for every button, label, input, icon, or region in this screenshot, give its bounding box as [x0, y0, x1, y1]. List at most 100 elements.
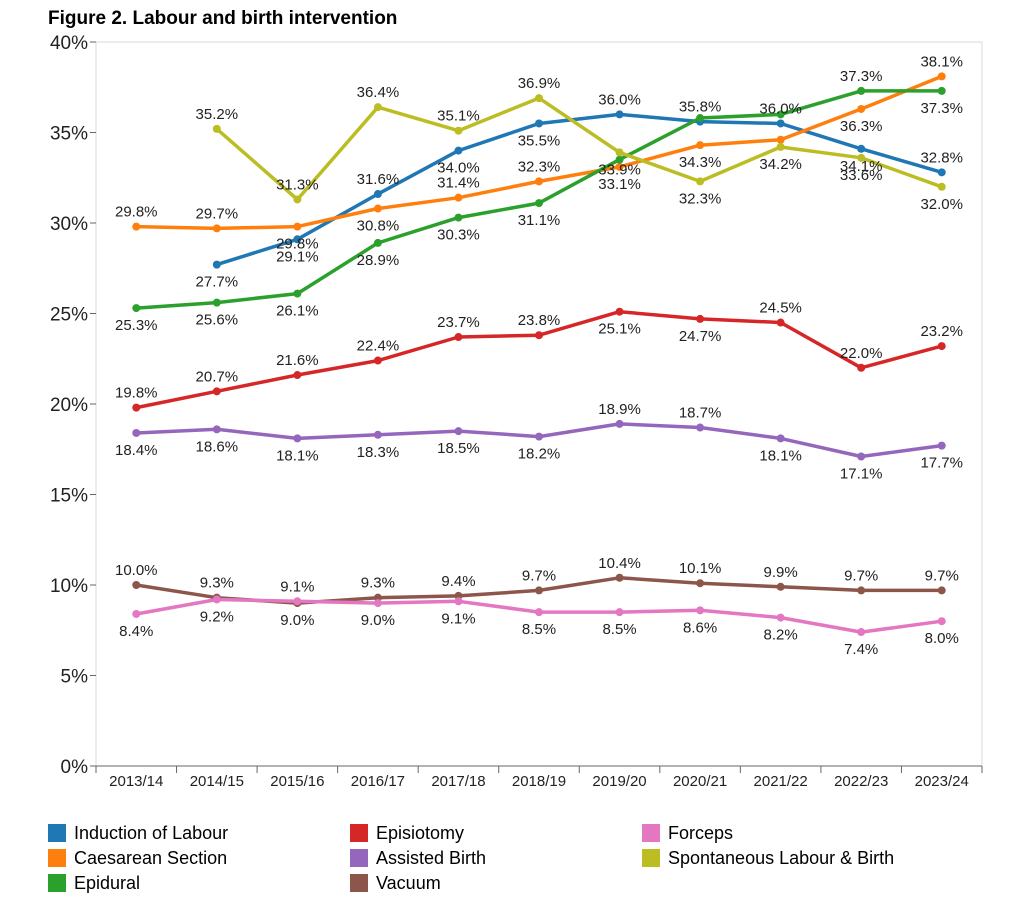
data-point: [535, 177, 543, 186]
legend-item: Caesarean Section: [48, 847, 227, 869]
data-point: [937, 586, 946, 595]
data-label: 36.4%: [357, 84, 400, 101]
data-label: 9.4%: [441, 573, 475, 590]
data-label: 31.4%: [437, 175, 480, 192]
data-label: 32.3%: [679, 190, 722, 207]
data-point: [615, 307, 624, 316]
data-label: 9.0%: [280, 612, 314, 629]
data-label: 8.0%: [925, 630, 959, 647]
data-label: 18.9%: [598, 401, 641, 418]
legend-label: Episiotomy: [376, 822, 465, 843]
data-point: [454, 126, 463, 135]
data-point: [293, 597, 302, 606]
data-label: 24.5%: [759, 300, 802, 317]
data-point: [454, 597, 463, 606]
data-point: [615, 148, 624, 157]
data-point: [373, 599, 382, 608]
y-tick-label: 30%: [50, 214, 88, 235]
data-point: [937, 72, 946, 81]
data-label: 23.7%: [437, 314, 480, 331]
data-point: [857, 363, 866, 372]
legend-label: Assisted Birth: [376, 847, 487, 868]
data-label: 19.8%: [115, 385, 158, 402]
data-label: 29.1%: [276, 248, 319, 265]
legend-swatch: [350, 874, 368, 892]
data-point: [293, 289, 302, 298]
legend-label: Forceps: [668, 822, 734, 843]
legend-swatch: [642, 824, 660, 842]
series-line-induction-of-labour: [216, 112, 943, 267]
data-label: 18.1%: [276, 447, 319, 464]
data-label: 35.1%: [437, 108, 480, 125]
legend-label: Spontaneous Labour & Birth: [668, 847, 895, 868]
y-tick-label: 5%: [61, 667, 89, 688]
data-point: [373, 204, 382, 213]
data-label: 20.7%: [196, 368, 239, 385]
data-label: 7.4%: [844, 641, 878, 658]
data-label: 23.8%: [518, 312, 561, 329]
data-point: [857, 153, 866, 162]
data-point: [696, 177, 705, 186]
data-point: [454, 193, 463, 202]
data-point: [857, 586, 866, 595]
data-label: 8.6%: [683, 619, 717, 636]
data-label: 32.8%: [920, 149, 963, 166]
data-label: 9.9%: [764, 564, 798, 581]
data-point: [132, 428, 141, 437]
x-tick-label: 2021/22: [754, 773, 808, 790]
data-label: 21.6%: [276, 352, 319, 369]
x-tick-label: 2018/19: [512, 773, 566, 790]
x-tick-label: 2014/15: [190, 773, 244, 790]
data-label: 10.0%: [115, 562, 158, 579]
data-point: [615, 162, 624, 171]
data-labels: 29.8% 25.3% 19.8% 18.4% 10.0% 8.4% 35.2% 29.7% 2…: [115, 53, 963, 658]
data-point: [132, 609, 141, 618]
data-point: [937, 182, 946, 191]
legend-item: Episiotomy: [350, 822, 464, 844]
data-label: 36.3%: [840, 118, 883, 135]
data-point: [373, 356, 382, 365]
y-tick-label: 40%: [50, 33, 88, 54]
data-label: 37.3%: [840, 68, 883, 85]
data-point: [696, 141, 705, 150]
data-point: [293, 235, 302, 244]
data-label: 34.2%: [759, 156, 802, 173]
legend-label: Induction of Labour: [74, 822, 229, 843]
data-label: 38.1%: [920, 53, 963, 70]
data-point: [293, 195, 302, 204]
data-label: 24.7%: [679, 328, 722, 345]
data-label: 18.2%: [518, 446, 561, 463]
data-label: 9.2%: [200, 608, 234, 625]
data-label: 31.3%: [276, 176, 319, 193]
legend-swatch: [350, 824, 368, 842]
data-point: [535, 119, 543, 128]
x-tick-label: 2015/16: [270, 773, 324, 790]
data-point: [857, 86, 866, 95]
data-point: [696, 579, 705, 588]
data-point: [132, 304, 141, 313]
data-point: [776, 613, 785, 622]
y-tick-label: 10%: [50, 576, 88, 597]
data-label: 33.9%: [598, 161, 641, 178]
data-point: [857, 144, 866, 153]
data-label: 18.3%: [357, 444, 400, 461]
series-line-spontaneous-labour-birth: [215, 96, 943, 202]
data-point: [293, 222, 302, 231]
data-point: [937, 342, 946, 351]
data-label: 8.5%: [602, 621, 636, 638]
data-label: 25.3%: [115, 317, 158, 334]
legend-swatch: [48, 824, 66, 842]
data-point: [293, 371, 302, 380]
y-tick-label: 25%: [50, 305, 88, 326]
data-point: [857, 452, 866, 461]
data-label: 25.1%: [598, 321, 641, 338]
data-label: 26.1%: [276, 303, 319, 320]
data-label: 9.3%: [361, 575, 395, 592]
data-point: [776, 142, 785, 151]
legend: Induction of Labour Caesarean Section Epid…: [48, 822, 1008, 902]
data-label: 10.1%: [679, 560, 722, 577]
data-point: [454, 213, 463, 222]
data-label: 30.3%: [437, 227, 480, 244]
data-point: [857, 104, 866, 113]
data-label: 28.9%: [357, 252, 400, 269]
